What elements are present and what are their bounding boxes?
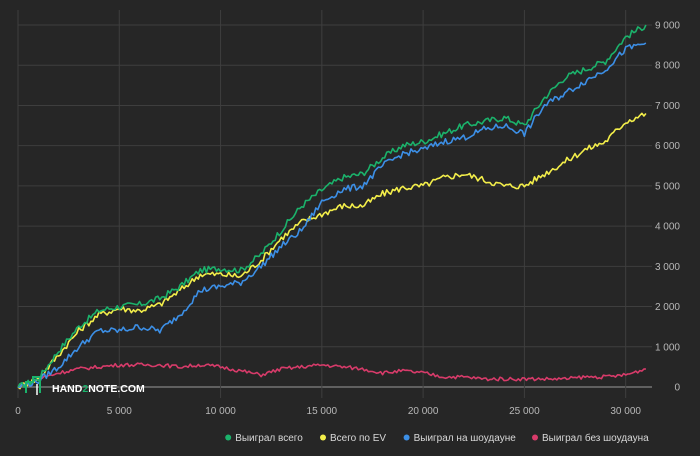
y-tick-label: 4 000 [655, 222, 680, 233]
y-tick-label: 2 000 [655, 302, 680, 313]
x-tick-label: 30 000 [610, 406, 641, 417]
y-tick-label: 8 000 [655, 61, 680, 72]
series-line [17, 362, 646, 388]
y-tick-label: 3 000 [655, 262, 680, 273]
legend-item[interactable]: Выиграл без шоудауна [532, 432, 649, 444]
x-tick-label: 5 000 [107, 406, 132, 417]
legend-label: Выиграл на шоудауне [414, 433, 517, 444]
series-line [17, 42, 647, 389]
legend-item[interactable]: Выиграл на шоудауне [403, 433, 517, 444]
legend-marker [320, 434, 326, 441]
y-tick-label: 7 000 [655, 101, 680, 112]
y-tick-label: 6 000 [655, 141, 680, 152]
x-tick-label: 10 000 [205, 406, 236, 417]
hand2note-watermark: HAND2NOTE.COM [25, 376, 145, 395]
series-line [17, 112, 647, 390]
y-tick-label: 9 000 [655, 21, 680, 32]
legend-label: Выиграл без шоудауна [542, 432, 649, 444]
legend-label: Всего по EV [330, 433, 386, 444]
legend-marker [532, 434, 538, 441]
watermark-text: HAND2NOTE.COM [52, 383, 145, 395]
y-tick-label: 5 000 [655, 181, 680, 192]
legend-marker [403, 434, 410, 441]
hand2note-logo-icon [25, 376, 41, 395]
x-tick-label: 20 000 [408, 406, 439, 417]
x-tick-label: 15 000 [307, 406, 338, 417]
y-tick-label: 1 000 [655, 342, 680, 353]
watermark-part-2: 2 [82, 383, 88, 395]
series-lines [17, 24, 647, 390]
legend-item[interactable]: Выиграл всего [225, 433, 303, 444]
legend-label: Выиграл всего [235, 433, 303, 444]
series-line [17, 24, 647, 389]
watermark-part-hand: HAND [52, 383, 83, 395]
legend-marker [225, 434, 232, 441]
legend: Выиграл всего Всего по EV Выиграл на шоуда… [225, 432, 649, 444]
legend-item[interactable]: Всего по EV [320, 433, 386, 444]
x-tick-label: 25 000 [509, 406, 540, 417]
watermark-part-note: NOTE.COM [88, 383, 145, 395]
y-tick-label: 0 [674, 383, 680, 394]
grid [17, 10, 652, 398]
x-tick-label: 0 [15, 406, 21, 417]
axes: 0 1 000 2 000 3 000 4 000 5 000 6 000 7 000 8 00… [15, 21, 680, 418]
